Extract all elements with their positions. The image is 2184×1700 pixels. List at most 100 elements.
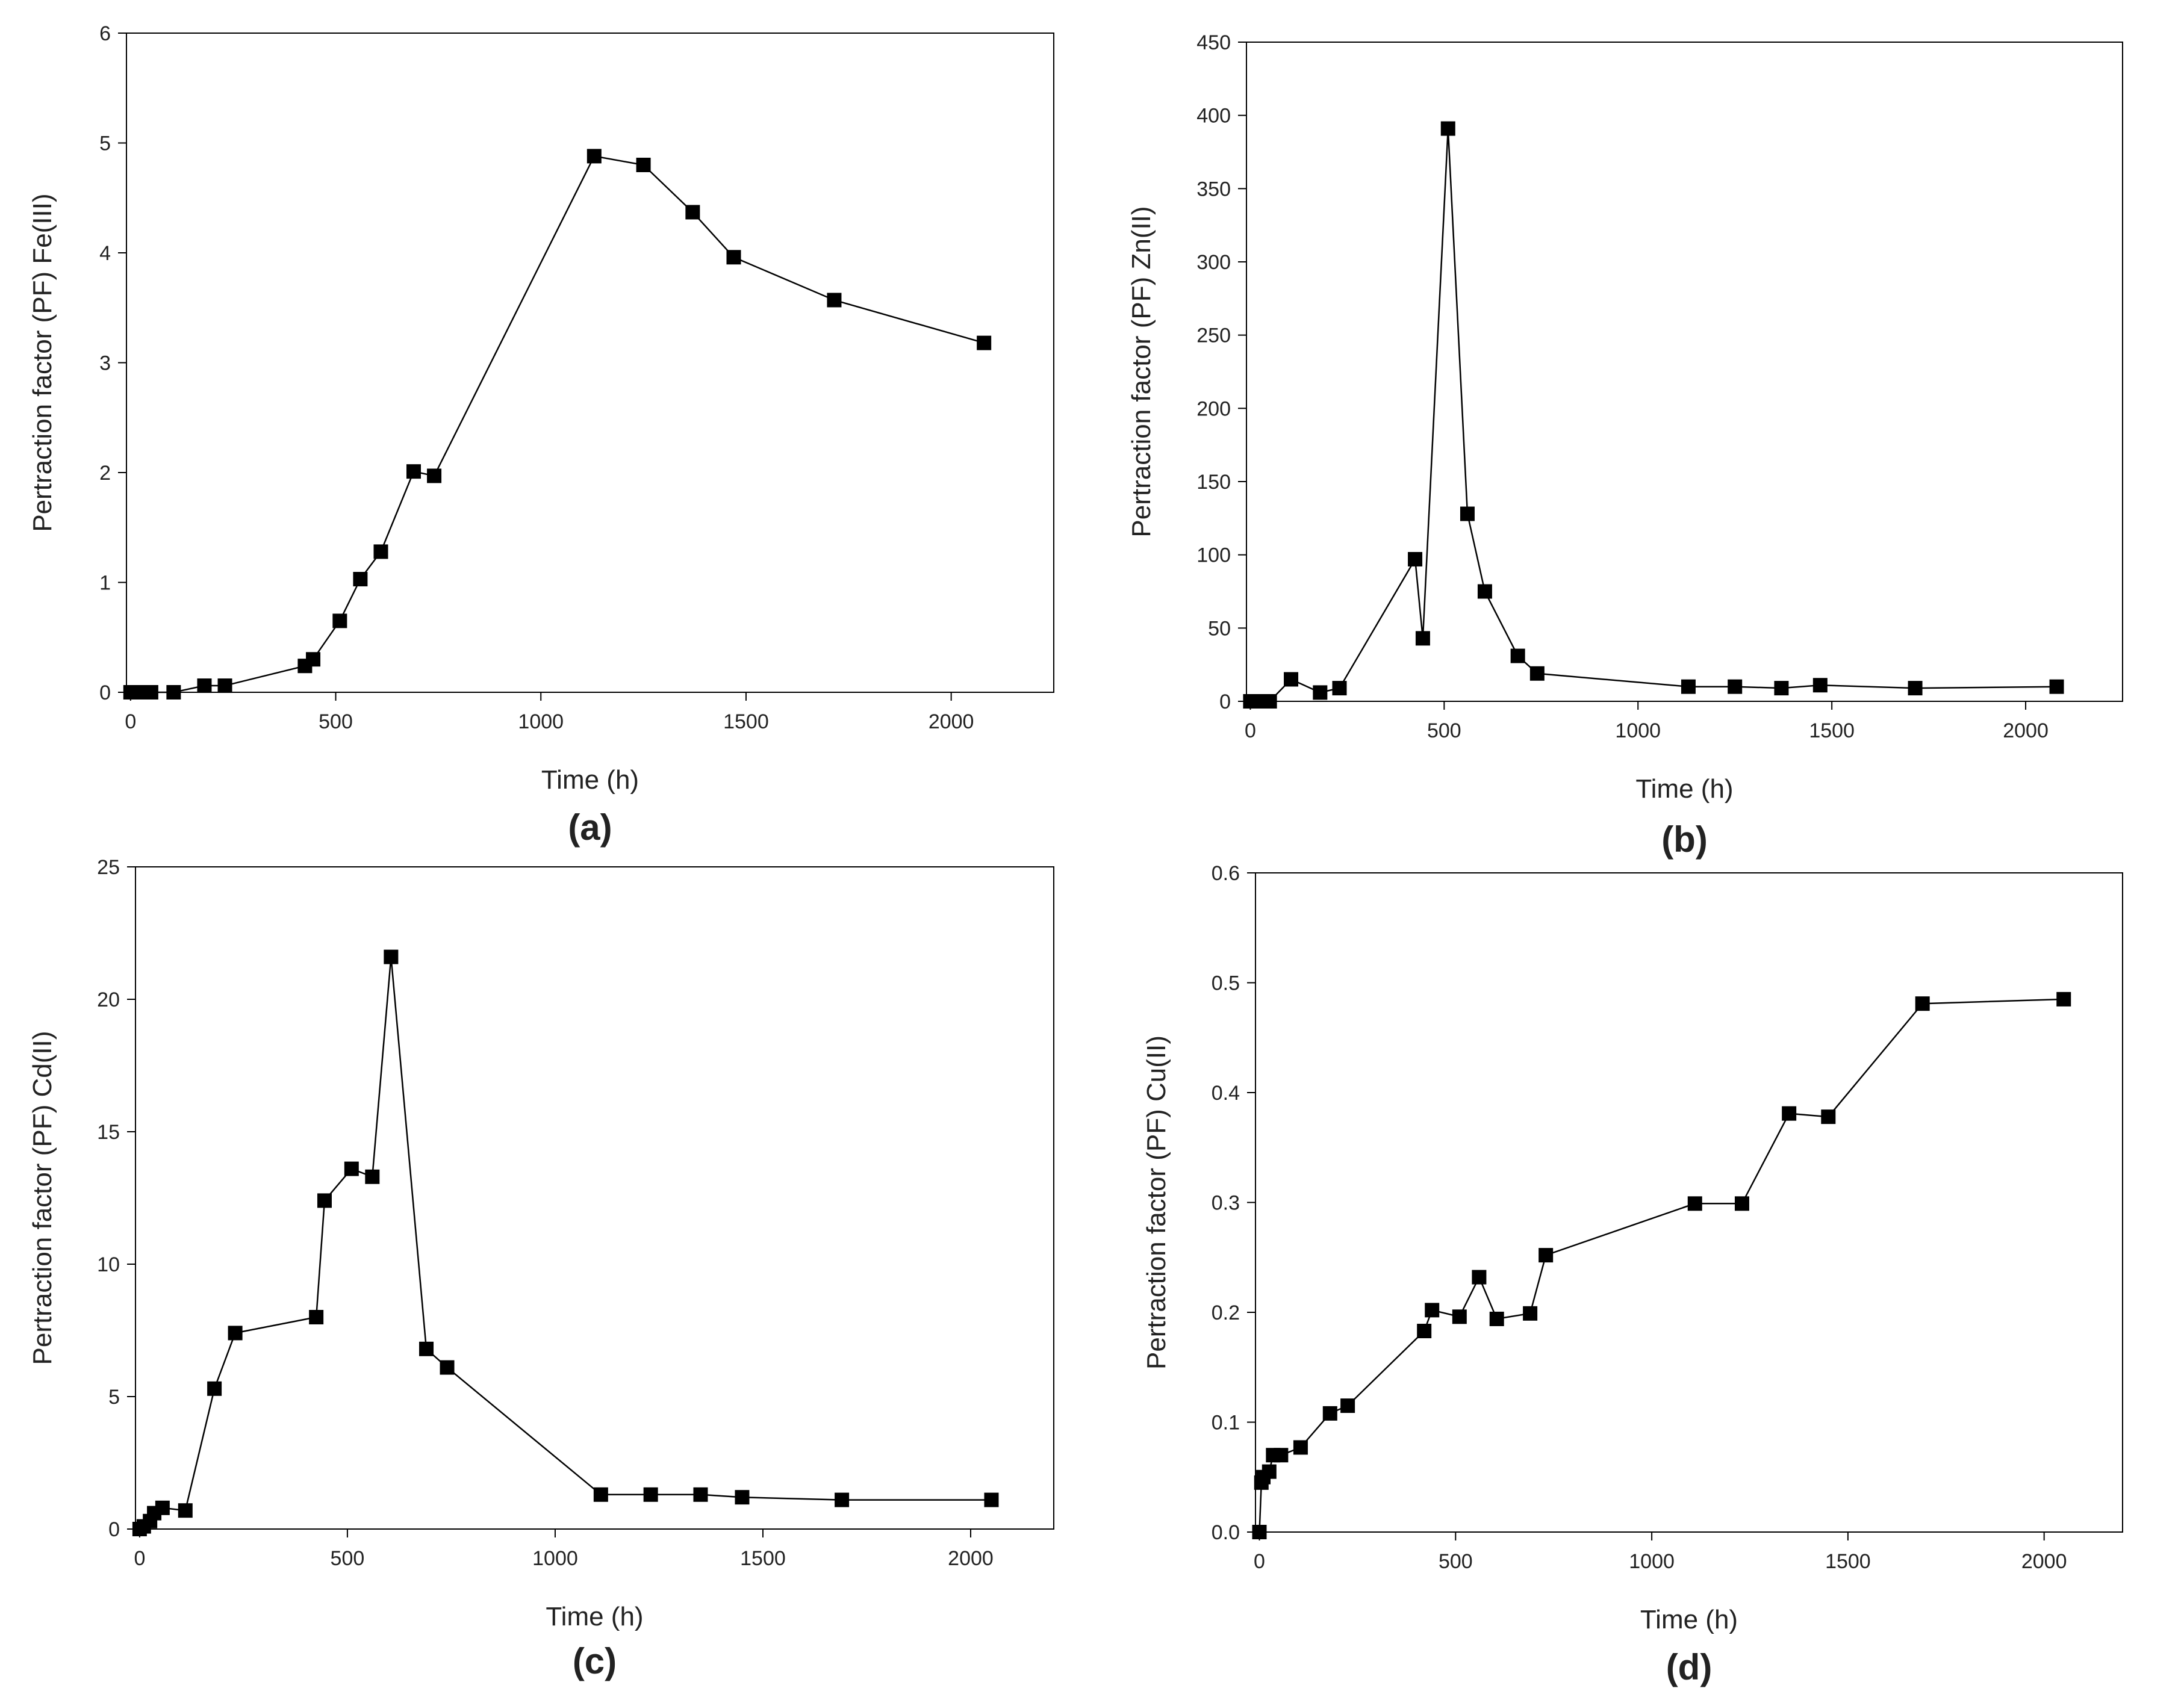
data-point bbox=[1472, 1270, 1487, 1285]
plot-frame bbox=[126, 33, 1054, 693]
x-tick-label: 500 bbox=[331, 1547, 365, 1570]
data-point bbox=[1681, 679, 1696, 694]
data-point bbox=[586, 149, 602, 164]
data-point bbox=[1262, 694, 1277, 709]
data-point bbox=[977, 335, 992, 350]
data-point bbox=[217, 678, 232, 693]
data-point bbox=[1252, 1525, 1267, 1539]
y-tick-label: 100 bbox=[1196, 544, 1231, 567]
y-tick-label: 350 bbox=[1196, 178, 1231, 200]
y-tick-label: 250 bbox=[1196, 324, 1231, 347]
panel-b: 0 50 100 150 200 250 300 350 400 450 0 500 1000 1500 2… bbox=[1127, 31, 2123, 860]
panel-label: (d) bbox=[1666, 1647, 1713, 1687]
data-point bbox=[1489, 1311, 1504, 1326]
data-point bbox=[207, 1381, 222, 1396]
data-point bbox=[726, 250, 741, 265]
data-point bbox=[1510, 648, 1525, 663]
x-tick-label: 0 bbox=[134, 1547, 145, 1570]
panel-label: (c) bbox=[573, 1641, 617, 1681]
y-tick-label: 10 bbox=[97, 1253, 120, 1276]
data-point bbox=[643, 1487, 658, 1502]
data-point bbox=[2049, 679, 2064, 694]
data-point bbox=[178, 1503, 193, 1518]
y-tick-label: 5 bbox=[99, 132, 111, 155]
x-tick-label: 1500 bbox=[1825, 1550, 1871, 1573]
data-point bbox=[1728, 679, 1743, 694]
data-point bbox=[1415, 631, 1430, 646]
y-tick-label: 5 bbox=[108, 1386, 120, 1409]
y-tick-label: 0.6 bbox=[1212, 862, 1240, 885]
x-tick-label: 1000 bbox=[1629, 1550, 1675, 1573]
data-point bbox=[1284, 672, 1299, 687]
y-tick-label: 0 bbox=[99, 681, 111, 704]
x-tick-label: 2000 bbox=[2003, 719, 2049, 742]
data-point bbox=[155, 1500, 170, 1515]
y-tick-label: 0 bbox=[1219, 690, 1231, 713]
data-point bbox=[1523, 1306, 1538, 1321]
data-point bbox=[365, 1169, 380, 1184]
plot-frame bbox=[135, 866, 1054, 1530]
x-tick-label: 500 bbox=[1427, 719, 1461, 742]
data-point bbox=[1821, 1109, 1836, 1125]
data-point bbox=[373, 544, 388, 559]
x-tick-label: 500 bbox=[319, 710, 353, 733]
data-point bbox=[309, 1310, 324, 1324]
data-point bbox=[353, 572, 368, 587]
y-tick-label: 20 bbox=[97, 988, 120, 1011]
data-point bbox=[1774, 681, 1789, 696]
panel-c: 0 5 10 15 20 25 0 500 1000 1500 2000 Time (h) Pertra… bbox=[28, 856, 1054, 1681]
data-point bbox=[1340, 1398, 1355, 1413]
y-tick-label: 6 bbox=[99, 22, 111, 45]
series-line bbox=[130, 155, 985, 693]
y-tick-label: 200 bbox=[1196, 397, 1231, 420]
data-point bbox=[827, 293, 842, 308]
data-point bbox=[1440, 121, 1455, 136]
x-axis-title: Time (h) bbox=[541, 765, 639, 795]
data-point bbox=[384, 949, 399, 964]
data-point bbox=[1332, 681, 1347, 696]
data-point bbox=[197, 678, 212, 693]
data-point bbox=[1782, 1106, 1797, 1121]
y-tick-label: 4 bbox=[99, 242, 111, 265]
y-tick-label: 15 bbox=[97, 1121, 120, 1144]
x-tick-label: 2000 bbox=[948, 1547, 994, 1570]
y-tick-label: 300 bbox=[1196, 251, 1231, 274]
data-point bbox=[984, 1492, 999, 1507]
x-tick-label: 1000 bbox=[532, 1547, 578, 1570]
data-point bbox=[1274, 1448, 1289, 1463]
y-axis-title: Pertraction factor (PF) Zn(II) bbox=[1127, 206, 1156, 537]
data-point bbox=[1915, 996, 1930, 1011]
data-point bbox=[636, 158, 651, 172]
y-axis-title: Pertraction factor (PF) Cu(II) bbox=[1142, 1035, 1171, 1370]
y-axis-title: Pertraction factor (PF) Fe(III) bbox=[28, 193, 57, 532]
data-point bbox=[1417, 1324, 1432, 1339]
data-point bbox=[166, 685, 181, 700]
data-point bbox=[427, 468, 442, 483]
plot-frame bbox=[1246, 42, 2123, 702]
data-point bbox=[306, 652, 321, 667]
data-point bbox=[1313, 685, 1328, 700]
data-point bbox=[1812, 678, 1828, 693]
x-tick-label: 2000 bbox=[2021, 1550, 2067, 1573]
data-point bbox=[1425, 1303, 1440, 1318]
y-tick-label: 0.4 bbox=[1212, 1082, 1240, 1105]
data-point bbox=[419, 1341, 434, 1356]
y-tick-label: 0 bbox=[108, 1518, 120, 1541]
x-tick-label: 1000 bbox=[1615, 719, 1661, 742]
x-tick-label: 1000 bbox=[518, 710, 564, 733]
panel-label: (b) bbox=[1661, 819, 1708, 860]
data-point bbox=[1734, 1196, 1749, 1211]
x-axis-title: Time (h) bbox=[1640, 1605, 1738, 1634]
series-line bbox=[1258, 998, 2064, 1533]
y-tick-label: 50 bbox=[1208, 617, 1231, 640]
y-tick-label: 400 bbox=[1196, 105, 1231, 128]
data-point bbox=[1477, 584, 1492, 599]
data-point bbox=[1262, 1464, 1277, 1479]
y-tick-label: 25 bbox=[97, 856, 120, 879]
x-tick-label: 2000 bbox=[929, 710, 974, 733]
data-point bbox=[317, 1193, 332, 1208]
data-point bbox=[406, 464, 421, 479]
data-point bbox=[1538, 1248, 1554, 1263]
panel-a: 0 1 2 3 4 5 6 0 500 1000 1500 2000 Time (h) Pertracti… bbox=[28, 22, 1054, 848]
